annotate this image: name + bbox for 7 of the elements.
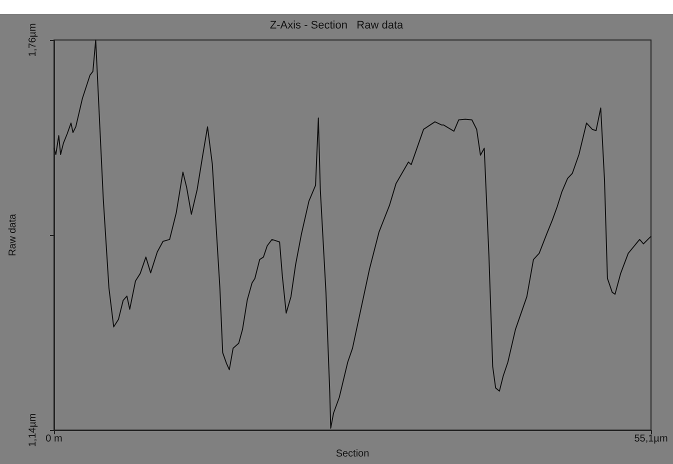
y-tick-label: 1,76µm: [28, 23, 38, 57]
chart-title: Z-Axis - Section Raw data: [270, 20, 404, 32]
x-tick-label: 55,1µm: [634, 434, 668, 445]
y-axis-title: Raw data: [8, 213, 18, 256]
y-tick-label: 1,14µm: [28, 413, 38, 447]
x-tick-label: 0 m: [46, 434, 62, 445]
x-axis-title: Section: [336, 448, 370, 460]
